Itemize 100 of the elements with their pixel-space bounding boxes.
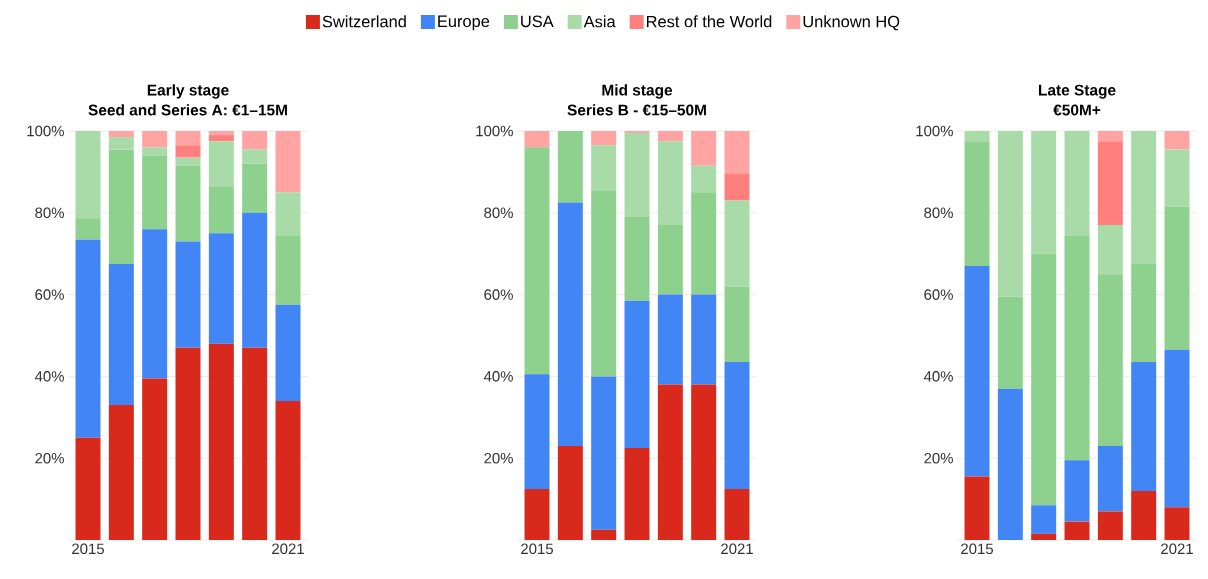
bar: [524, 374, 550, 489]
y-tick-label: 100%: [916, 125, 953, 137]
bar: [1131, 131, 1157, 264]
y-tick-label: 80%: [924, 207, 953, 219]
bar: [208, 233, 234, 344]
bar: [1097, 511, 1123, 540]
y-tick-label: 20%: [35, 452, 64, 464]
bar: [997, 131, 1023, 297]
legend-label: USA: [521, 15, 554, 28]
bar: [997, 388, 1023, 540]
bar: [242, 212, 268, 348]
bar: [108, 263, 134, 406]
bar: [275, 304, 301, 401]
bar: [1164, 149, 1190, 207]
bar: [591, 190, 617, 377]
bar: [1097, 225, 1123, 275]
bar: [108, 137, 134, 150]
bar: [208, 131, 234, 136]
y-tick-label: 60%: [484, 289, 513, 300]
chart-title: Early stage: [147, 84, 229, 99]
bar: [964, 265, 990, 477]
bar: [657, 384, 683, 540]
legend-label: Rest of the World: [646, 15, 772, 28]
x-tick-label: 2015: [961, 543, 993, 555]
bar: [108, 149, 134, 264]
bar: [1097, 274, 1123, 446]
chart-subtitle: Seed and Series A: €1–15M: [88, 104, 287, 116]
bar: [724, 362, 750, 489]
bar: [242, 131, 268, 150]
bar: [142, 147, 168, 156]
bar: [75, 239, 101, 438]
y-tick-label: 80%: [35, 207, 64, 219]
x-tick-label: 2021: [272, 543, 304, 555]
legend-label: Unknown HQ: [803, 15, 900, 31]
y-tick-label: 40%: [923, 371, 953, 382]
bar: [557, 445, 583, 540]
bar: [524, 147, 550, 375]
bar: [691, 165, 717, 193]
bar: [275, 235, 301, 305]
bar: [142, 131, 168, 148]
y-tick-label: 40%: [483, 371, 513, 382]
bar: [964, 476, 990, 540]
bar: [997, 296, 1023, 389]
bar: [964, 131, 990, 142]
y-tick-label: 100%: [476, 125, 513, 137]
bar: [242, 163, 268, 213]
bar: [591, 376, 617, 530]
bar: [1064, 521, 1090, 540]
x-tick-label: 2021: [1161, 543, 1193, 555]
bar: [142, 155, 168, 230]
legend-label: Europe: [438, 15, 490, 31]
x-tick-label: 2021: [721, 543, 753, 555]
bar: [1031, 131, 1057, 254]
bar: [691, 384, 717, 540]
bar: [657, 131, 683, 142]
bar: [691, 294, 717, 385]
bar: [1164, 206, 1190, 350]
bar: [275, 131, 301, 193]
y-tick-label: 60%: [924, 289, 953, 300]
bar: [1064, 235, 1090, 461]
chart-title: Late Stage: [1039, 84, 1116, 99]
bar: [1164, 507, 1190, 540]
bar: [75, 218, 101, 240]
bar: [1097, 445, 1123, 512]
bar: [724, 488, 750, 540]
bar: [108, 131, 134, 138]
bar: [175, 131, 201, 146]
bar: [524, 131, 550, 148]
legend-label: Asia: [583, 15, 616, 28]
bar: [1131, 362, 1157, 491]
bar: [175, 157, 201, 166]
bar: [208, 141, 234, 187]
bar: [691, 192, 717, 295]
y-tick-label: 40%: [34, 371, 64, 382]
bar: [242, 347, 268, 540]
bar: [175, 241, 201, 348]
bar: [964, 141, 990, 266]
bar: [724, 131, 750, 174]
bar: [657, 141, 683, 226]
bar: [275, 400, 301, 540]
x-tick-label: 2015: [521, 543, 553, 555]
bar: [591, 145, 617, 191]
bar: [657, 294, 683, 385]
bar: [1097, 131, 1123, 142]
bar: [142, 229, 168, 379]
bar: [175, 347, 201, 540]
y-tick-label: 60%: [35, 289, 64, 300]
bar: [724, 286, 750, 363]
bar: [624, 216, 650, 301]
chart-subtitle: Series B - €15–50M: [567, 104, 706, 116]
y-tick-label: 100%: [27, 125, 64, 137]
bar: [724, 200, 750, 287]
legend-label: Switzerland: [322, 15, 406, 28]
bar: [275, 192, 301, 236]
bar: [175, 145, 201, 158]
chart-title: Mid stage: [602, 84, 673, 99]
bar: [657, 225, 683, 295]
bar: [724, 173, 750, 201]
bar: [242, 149, 268, 164]
bar: [624, 131, 650, 134]
